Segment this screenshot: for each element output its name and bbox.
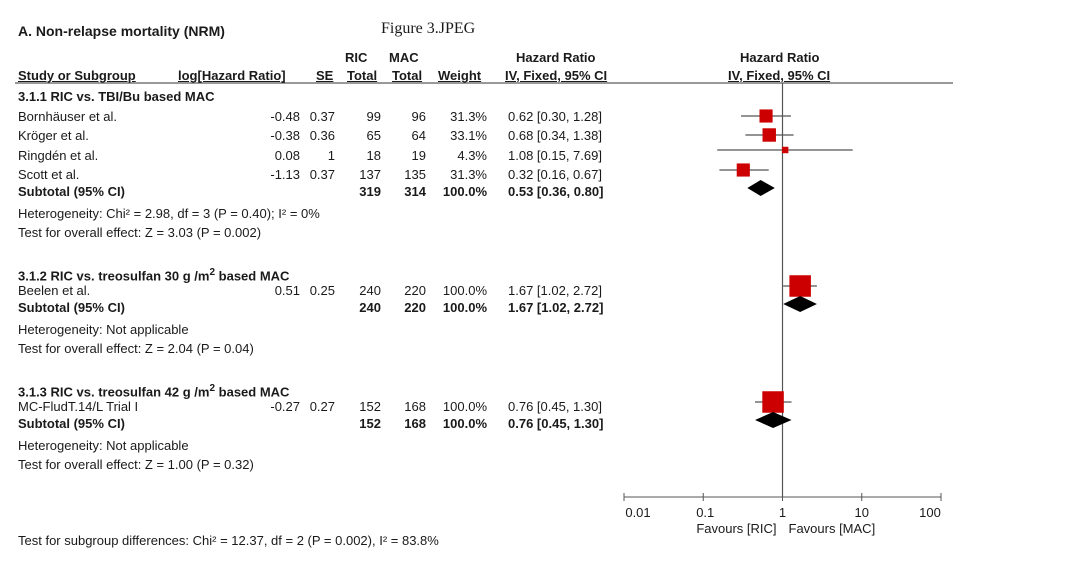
- subtotal-label: Subtotal (95% CI): [18, 300, 125, 315]
- study-name: Scott et al.: [18, 167, 80, 182]
- subtotal-label: Subtotal (95% CI): [18, 184, 125, 199]
- ric-total-value: 152: [359, 399, 381, 414]
- group-title: 3.1.1 RIC vs. TBI/Bu based MAC: [18, 89, 215, 104]
- mac-total-value: 96: [411, 109, 426, 124]
- x-tick-label: 1: [779, 505, 786, 520]
- study-name: Bornhäuser et al.: [18, 109, 118, 124]
- mac-total-value: 168: [404, 399, 426, 414]
- favours-right-label: Favours [MAC]: [789, 521, 876, 536]
- ci-value: 0.32 [0.16, 0.67]: [508, 167, 602, 182]
- effect-marker: [789, 275, 811, 297]
- mac-total-value: 220: [404, 300, 426, 315]
- ci-value: 0.76 [0.45, 1.30]: [508, 399, 602, 414]
- loghr-value: 0.51: [274, 283, 300, 298]
- method-header: IV, Fixed, 95% CI: [505, 68, 608, 83]
- effect-marker: [781, 146, 789, 154]
- loghr-header: log[Hazard Ratio]: [178, 68, 286, 83]
- subtotal-diamond: [747, 180, 775, 196]
- overall-effect-text: Test for overall effect: Z = 3.03 (P = 0…: [18, 225, 262, 240]
- se-value: 0.27: [309, 399, 335, 414]
- weight-value: 31.3%: [450, 109, 487, 124]
- effect-marker: [759, 109, 773, 123]
- x-tick-label: 0.1: [696, 505, 714, 520]
- mac-total-value: 135: [404, 167, 426, 182]
- loghr-value: -1.13: [270, 167, 300, 182]
- plot-method-header: IV, Fixed, 95% CI: [728, 68, 831, 83]
- ric-total-value: 240: [359, 300, 381, 315]
- weight-value: 33.1%: [450, 128, 487, 143]
- figure-label: Figure 3.JPEG: [381, 20, 476, 37]
- subgroup-test-text: Test for subgroup differences: Chi² = 12…: [18, 533, 439, 548]
- group-title: 3.1.3 RIC vs. treosulfan 42 g /m2 based …: [18, 383, 290, 400]
- heterogeneity-text: Heterogeneity: Not applicable: [18, 438, 189, 453]
- ci-value: 0.62 [0.30, 1.28]: [508, 109, 602, 124]
- mac-total-value: 168: [404, 416, 426, 431]
- x-tick-label: 10: [855, 505, 869, 520]
- mac-total-value: 64: [411, 128, 426, 143]
- plot-hazard-ratio-header: Hazard Ratio: [740, 50, 820, 65]
- study-header: Study or Subgroup: [18, 68, 136, 83]
- ric-total-value: 319: [359, 184, 381, 199]
- ci-value: 0.76 [0.45, 1.30]: [508, 416, 604, 431]
- weight-value: 31.3%: [450, 167, 487, 182]
- ric-total-value: 65: [366, 128, 381, 143]
- se-value: 0.25: [309, 283, 335, 298]
- ric-total-header: Total: [347, 68, 378, 83]
- group-title: 3.1.2 RIC vs. treosulfan 30 g /m2 based …: [18, 267, 290, 284]
- hazard-ratio-header: Hazard Ratio: [516, 50, 596, 65]
- se-value: 0.36: [309, 128, 335, 143]
- heterogeneity-text: Heterogeneity: Chi² = 2.98, df = 3 (P = …: [18, 206, 320, 221]
- mac-total-value: 19: [411, 148, 426, 163]
- x-tick-label: 100: [919, 505, 941, 520]
- mac-total-value: 220: [404, 283, 426, 298]
- ric-total-value: 152: [359, 416, 381, 431]
- weight-value: 100.0%: [442, 283, 487, 298]
- favours-left-label: Favours [RIC]: [696, 521, 776, 536]
- weight-value: 4.3%: [457, 148, 487, 163]
- se-header: SE: [316, 68, 334, 83]
- weight-header: Weight: [438, 68, 482, 83]
- se-value: 0.37: [309, 167, 335, 182]
- loghr-value: -0.48: [270, 109, 300, 124]
- effect-marker: [762, 391, 784, 413]
- loghr-value: -0.27: [270, 399, 300, 414]
- overall-effect-text: Test for overall effect: Z = 2.04 (P = 0…: [18, 341, 254, 356]
- subtotal-diamond: [783, 296, 817, 312]
- panel-title: A. Non-relapse mortality (NRM): [18, 23, 225, 39]
- loghr-value: 0.08: [274, 148, 300, 163]
- ric-header: RIC: [345, 50, 368, 65]
- ric-total-value: 137: [359, 167, 381, 182]
- overall-effect-text: Test for overall effect: Z = 1.00 (P = 0…: [18, 457, 254, 472]
- se-value: 0.37: [309, 109, 335, 124]
- weight-value: 100.0%: [442, 184, 487, 199]
- effect-marker: [736, 163, 750, 177]
- ric-total-value: 240: [359, 283, 381, 298]
- weight-value: 100.0%: [442, 399, 487, 414]
- ci-value: 1.67 [1.02, 2.72]: [508, 300, 604, 315]
- subtotal-label: Subtotal (95% CI): [18, 416, 125, 431]
- weight-value: 100.0%: [442, 300, 487, 315]
- x-tick-label: 0.01: [625, 505, 650, 520]
- ci-value: 0.53 [0.36, 0.80]: [508, 184, 604, 199]
- mac-total-header: Total: [392, 68, 423, 83]
- mac-header: MAC: [389, 50, 419, 65]
- ci-value: 1.67 [1.02, 2.72]: [508, 283, 602, 298]
- loghr-value: -0.38: [270, 128, 300, 143]
- ci-value: 1.08 [0.15, 7.69]: [508, 148, 602, 163]
- study-name: Kröger et al.: [18, 128, 89, 143]
- subtotal-diamond: [755, 412, 792, 428]
- study-name: Ringdén et al.: [18, 148, 99, 163]
- weight-value: 100.0%: [442, 416, 487, 431]
- ci-value: 0.68 [0.34, 1.38]: [508, 128, 602, 143]
- heterogeneity-text: Heterogeneity: Not applicable: [18, 322, 189, 337]
- effect-marker: [762, 128, 776, 142]
- se-value: 1: [327, 148, 335, 163]
- mac-total-value: 314: [404, 184, 426, 199]
- study-name: Beelen et al.: [18, 283, 91, 298]
- study-name: MC-FludT.14/L Trial I: [18, 399, 139, 414]
- ric-total-value: 18: [366, 148, 381, 163]
- ric-total-value: 99: [366, 109, 381, 124]
